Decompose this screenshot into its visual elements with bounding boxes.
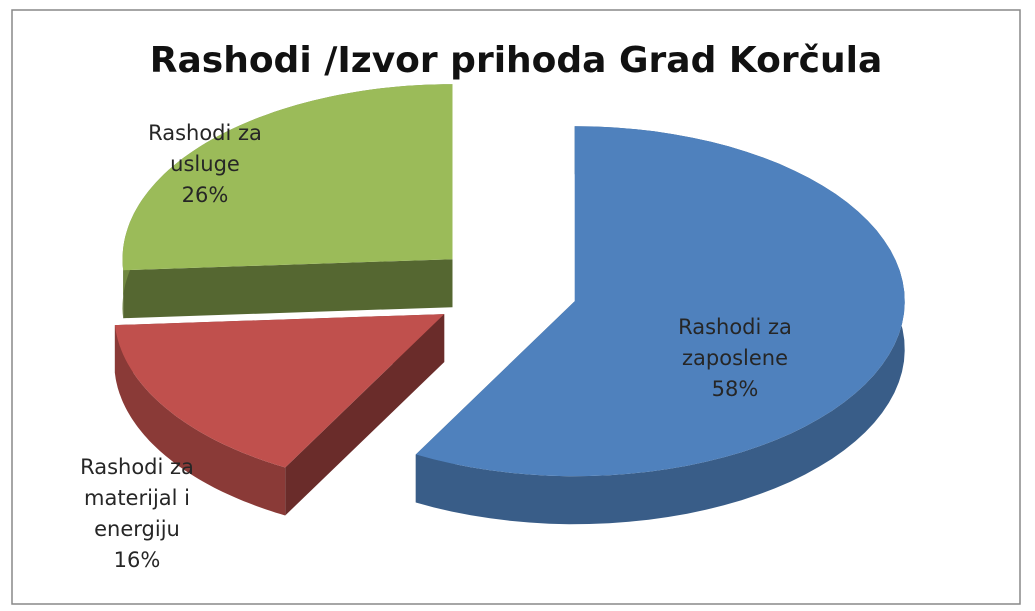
category-label: Rashodi za zaposlene	[678, 315, 792, 370]
slice-side	[114, 325, 286, 516]
slice-wall	[285, 314, 445, 516]
slice-label: Rashodi za materijal i energiju 16%	[62, 452, 212, 576]
slice-label: Rashodi za zaposlene 58%	[670, 312, 800, 405]
category-label: Rashodi za materijal i energiju	[80, 455, 194, 541]
category-label: Rashodi za usluge	[148, 121, 262, 176]
slice	[114, 314, 445, 468]
value-label: 58%	[711, 377, 759, 401]
chart-title: Rashodi /Izvor prihoda Grad Korčula	[149, 40, 883, 81]
slice-label: Rashodi za usluge 26%	[140, 118, 270, 211]
value-label: 26%	[181, 183, 229, 207]
pie	[114, 84, 905, 525]
slice	[415, 126, 905, 477]
slice-side	[415, 126, 905, 525]
slice	[122, 84, 453, 271]
value-label: 16%	[113, 548, 161, 572]
slice-wall	[123, 259, 453, 319]
